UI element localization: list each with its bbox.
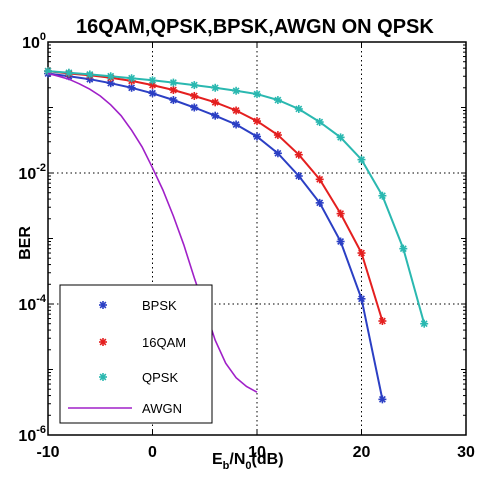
data-point-qpsk (357, 155, 366, 164)
legend-asterisk-icon (99, 373, 107, 381)
x-axis-tick-labels: -10 0 10 20 30 (36, 444, 475, 461)
data-point-16qam (253, 117, 261, 126)
data-point-qpsk (232, 86, 241, 95)
data-point-16qam (169, 86, 178, 95)
data-point-qpsk (294, 104, 303, 113)
y-tick-base: 10 (18, 297, 36, 314)
y-tick-label: 10-6 (18, 424, 46, 445)
data-point-qpsk (106, 72, 115, 81)
x-label-sub1: b (223, 460, 230, 472)
legend-asterisk-icon (99, 338, 107, 346)
data-point-qpsk (399, 244, 408, 253)
data-point-bpsk (106, 79, 115, 88)
x-label-mid: /N (229, 451, 245, 468)
y-tick-label: 100 (22, 31, 46, 52)
data-point-16qam (357, 249, 366, 258)
legend-label-awgn: AWGN (142, 401, 182, 416)
x-tick-label: 0 (148, 444, 157, 461)
x-tick-label: 20 (353, 444, 371, 461)
y-axis-label: BER (17, 226, 34, 260)
x-tick-label: -10 (36, 444, 59, 461)
series-layer (44, 67, 429, 404)
data-point-16qam (273, 131, 282, 140)
legend-label-qpsk: QPSK (142, 370, 178, 385)
legend-asterisk-icon (99, 301, 107, 309)
legend-marker-bpsk (99, 301, 107, 309)
legend-item-16qam: 16QAM (99, 335, 186, 350)
data-point-16qam (336, 209, 345, 218)
data-point-16qam (232, 106, 241, 115)
data-point-16qam (211, 98, 220, 107)
x-label-tail: (dB) (252, 451, 284, 468)
y-tick-label: 10-4 (18, 293, 46, 314)
data-point-bpsk (127, 83, 136, 92)
data-point-qpsk (85, 70, 94, 79)
y-tick-exponent: -4 (36, 293, 47, 305)
y-tick-base: 10 (18, 166, 36, 183)
data-point-qpsk (169, 78, 178, 87)
data-point-qpsk (378, 191, 387, 200)
data-point-qpsk (273, 96, 282, 105)
legend: BPSK 16QAM QPSK AWGN (59, 284, 213, 424)
legend-item-qpsk: QPSK (99, 370, 178, 385)
data-point-bpsk (232, 120, 241, 129)
data-point-bpsk (211, 111, 220, 120)
data-point-qpsk (211, 83, 220, 92)
chart-title: 16QAM,QPSK,BPSK,AWGN ON QPSK (76, 16, 434, 38)
data-point-16qam (190, 91, 199, 100)
data-point-bpsk (169, 96, 178, 105)
data-point-qpsk (315, 118, 324, 127)
data-point-bpsk (357, 294, 366, 303)
x-tick-label: 30 (457, 444, 475, 461)
legend-label-16qam: 16QAM (142, 335, 186, 350)
y-tick-exponent: -6 (36, 424, 46, 436)
y-tick-label: 10-2 (18, 162, 46, 183)
axis-tick-marks (47, 41, 467, 436)
data-point-bpsk (294, 171, 303, 180)
x-axis-label: Eb/N0(dB) (212, 451, 284, 472)
legend-item-awgn: AWGN (68, 401, 182, 416)
y-tick-base: 10 (18, 428, 36, 445)
data-point-bpsk (378, 395, 387, 404)
data-point-bpsk (315, 198, 324, 207)
data-point-bpsk (336, 237, 345, 246)
legend-label-bpsk: BPSK (142, 298, 177, 313)
data-point-bpsk (273, 149, 282, 158)
legend-marker-16qam (99, 338, 107, 346)
legend-marker-qpsk (99, 373, 107, 381)
y-tick-exponent: 0 (40, 31, 46, 43)
y-tick-exponent: -2 (36, 162, 46, 174)
x-label-base: E (212, 451, 223, 468)
data-point-bpsk (148, 89, 157, 98)
data-point-qpsk (190, 81, 199, 90)
data-point-bpsk (190, 103, 199, 112)
y-tick-base: 10 (22, 35, 40, 52)
data-point-16qam (315, 175, 324, 184)
data-point-qpsk (64, 68, 73, 77)
data-point-qpsk (420, 319, 429, 328)
data-point-qpsk (336, 133, 345, 142)
x-tick-label: 10 (248, 444, 266, 461)
data-point-16qam (294, 150, 303, 159)
legend-box (59, 284, 213, 424)
series-line-awgn (47, 72, 258, 393)
data-point-qpsk (253, 90, 261, 99)
legend-item-bpsk: BPSK (99, 298, 177, 313)
data-point-bpsk (253, 132, 261, 141)
y-axis-tick-labels: 100 10-2 10-4 10-6 (18, 31, 46, 445)
data-point-16qam (378, 317, 387, 326)
data-point-qpsk (148, 76, 157, 85)
data-point-qpsk (127, 74, 136, 83)
x-label-sub2: 0 (245, 460, 251, 472)
